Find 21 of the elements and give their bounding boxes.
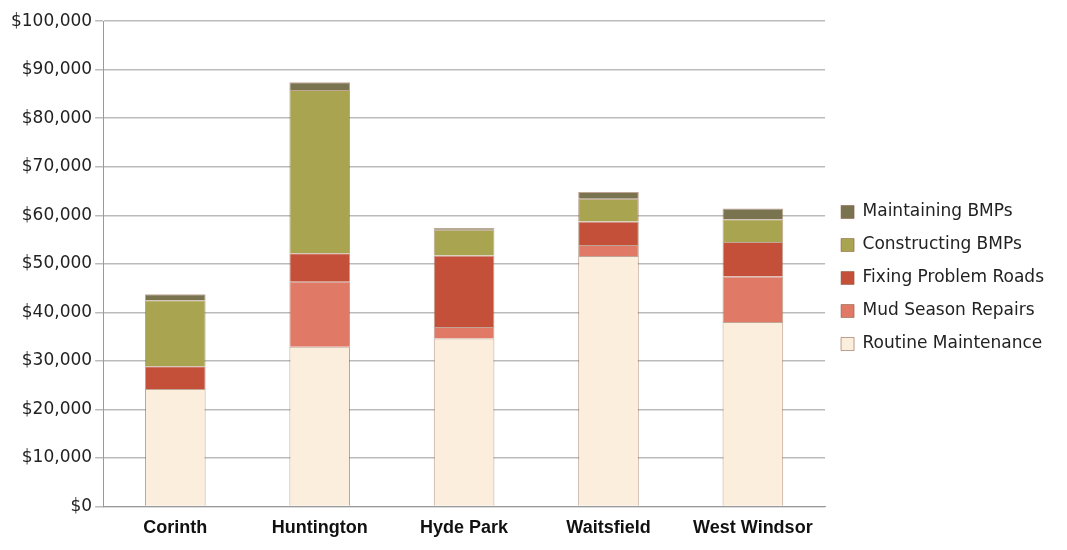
legend-label: Constructing BMPs [862,233,1022,254]
x-tick-label: Huntington [271,517,368,538]
x-tick-label: West Windsor [693,517,813,538]
y-tick-label: $60,000 [21,203,93,224]
y-tick-label: $0 [70,494,93,515]
y-tick-label: $30,000 [21,349,93,370]
y-tick-label: $80,000 [21,106,93,127]
legend-label: Mud Season Repairs [862,299,1035,320]
x-tick-label: Waitsfield [566,517,651,538]
y-tick-label: $90,000 [21,58,93,79]
y-tick-label: $40,000 [21,300,93,321]
y-tick-label: $20,000 [21,397,93,418]
legend-label: Routine Maintenance [862,332,1043,353]
legend-label: Maintaining BMPs [862,200,1013,221]
x-tick-label: Corinth [143,517,208,538]
y-tick-label: $10,000 [21,446,93,467]
legend-label: Fixing Problem Roads [862,266,1045,287]
y-tick-label: $100,000 [10,9,93,30]
y-tick-label: $70,000 [21,155,93,176]
x-tick-label: Hyde Park [420,517,510,538]
y-tick-label: $50,000 [21,252,93,273]
